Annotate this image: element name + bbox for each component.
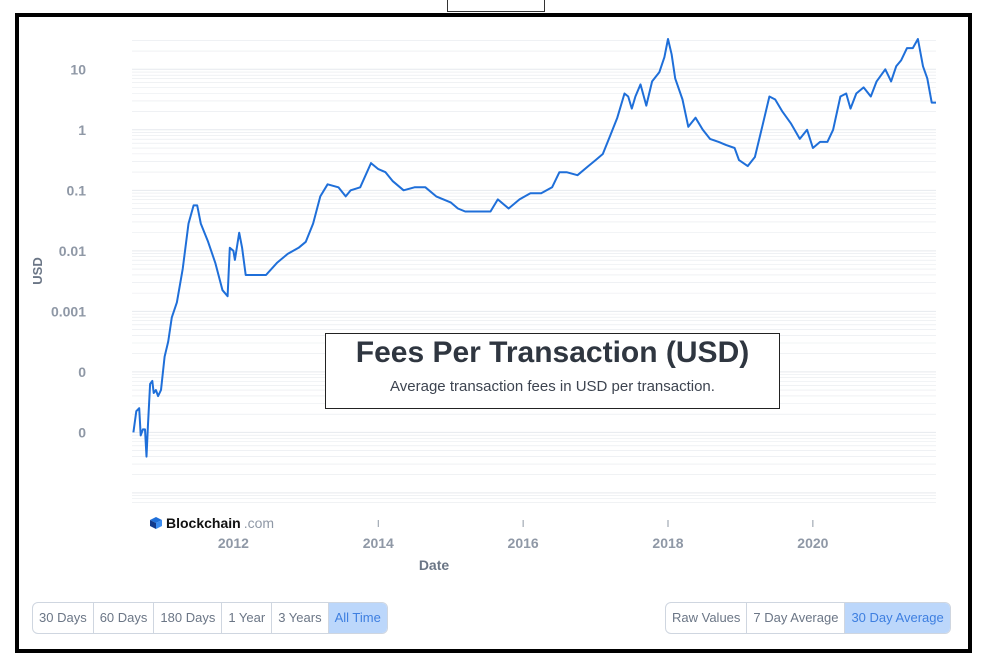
x-tick-label: 2016 [508,535,539,551]
x-tick-label: 2012 [218,535,249,551]
brand-name: Blockchain [166,515,241,531]
avg-button-30-day-average[interactable]: 30 Day Average [845,603,950,633]
range-button-180-days[interactable]: 180 Days [154,603,223,633]
chart-title: Fees Per Transaction (USD) [355,336,750,369]
y-tick-label: 10 [70,61,86,77]
time-range-buttons: 30 Days 60 Days 180 Days 1 Year 3 Years All T… [32,602,388,634]
range-button-60-days[interactable]: 60 Days [94,603,155,633]
x-tick-label: 2020 [797,535,828,551]
range-button-1-year[interactable]: 1 Year [222,603,273,633]
y-tick-label: 0.1 [67,182,87,198]
x-tick-label: 2014 [363,535,394,551]
range-button-all-time[interactable]: All Time [328,603,387,633]
y-tick-label: 0.01 [59,243,86,259]
range-button-3-years[interactable]: 3 Years [272,603,329,633]
top-tab [447,0,545,12]
average-buttons: Raw Values 7 Day Average 30 Day Average [665,602,951,634]
x-tick-label: 2018 [652,535,683,551]
avg-button-raw-values[interactable]: Raw Values [666,603,748,633]
y-tick-label: 0.001 [51,303,86,319]
blockchain-logo: Blockchain .com [149,515,274,531]
y-tick-label: 1 [78,122,86,138]
chart-subtitle: Average transaction fees in USD per tran… [390,378,715,395]
range-button-30-days[interactable]: 30 Days [33,603,94,633]
x-axis-label: Date [419,557,450,573]
blockchain-cube-icon [150,517,162,529]
y-axis-label: USD [30,257,45,284]
series-line-30-day-average [132,38,936,458]
y-tick-label: 0 [78,364,86,380]
y-tick-label: 0 [78,424,86,440]
avg-button-7-day-average[interactable]: 7 Day Average [747,603,846,633]
brand-suffix: .com [243,515,275,531]
chart-title-box: Fees Per Transaction (USD) Average trans… [325,333,780,409]
